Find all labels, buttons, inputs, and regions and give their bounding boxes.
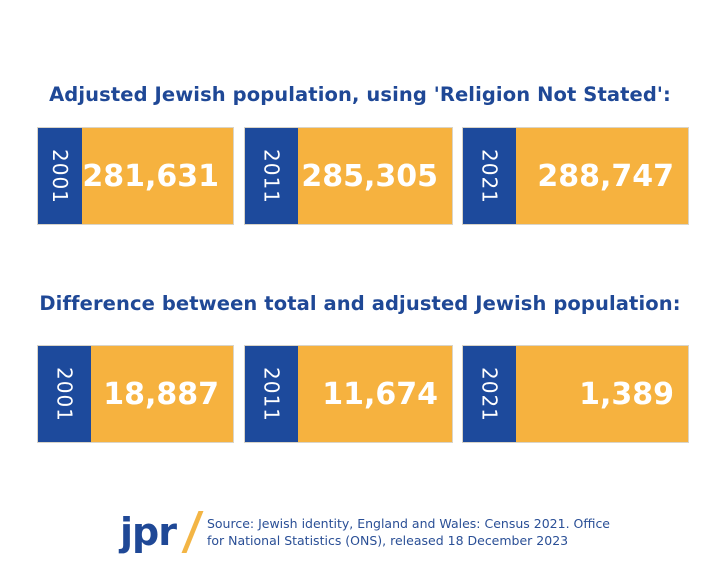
stat-value: 281,631	[82, 128, 233, 224]
year-label: 2001	[48, 148, 73, 204]
stat-value: 11,674	[298, 346, 452, 442]
stat-box: 2001 18,887	[37, 345, 234, 443]
year-label: 2011	[259, 148, 284, 204]
stat-value: 288,747	[516, 128, 688, 224]
year-label: 2021	[477, 366, 502, 422]
stat-box: 2001 281,631	[37, 127, 234, 225]
stat-box: 2021 1,389	[462, 345, 689, 443]
year-label: 2021	[477, 148, 502, 204]
stat-value: 1,389	[516, 346, 688, 442]
source-line: for National Statistics (ONS), released …	[206, 533, 569, 548]
section-title-difference: Difference between total and adjusted Je…	[39, 292, 681, 315]
stat-value: 18,887	[91, 346, 233, 442]
slash-divider	[181, 511, 204, 553]
year-label: 2001	[52, 366, 77, 422]
source-note: Source: Jewish identity, England and Wal…	[207, 515, 610, 549]
stat-box: 2011 285,305	[244, 127, 453, 225]
jpr-logo: jpr	[120, 510, 177, 554]
stat-box: 2021 288,747	[462, 127, 689, 225]
stat-value: 285,305	[298, 128, 452, 224]
footer: jpr Source: Jewish identity, England and…	[120, 510, 610, 554]
stat-box: 2011 11,674	[244, 345, 453, 443]
year-label: 2011	[259, 366, 284, 422]
section-title-adjusted: Adjusted Jewish population, using 'Relig…	[49, 83, 671, 106]
source-line: Source: Jewish identity, England and Wal…	[206, 516, 611, 531]
